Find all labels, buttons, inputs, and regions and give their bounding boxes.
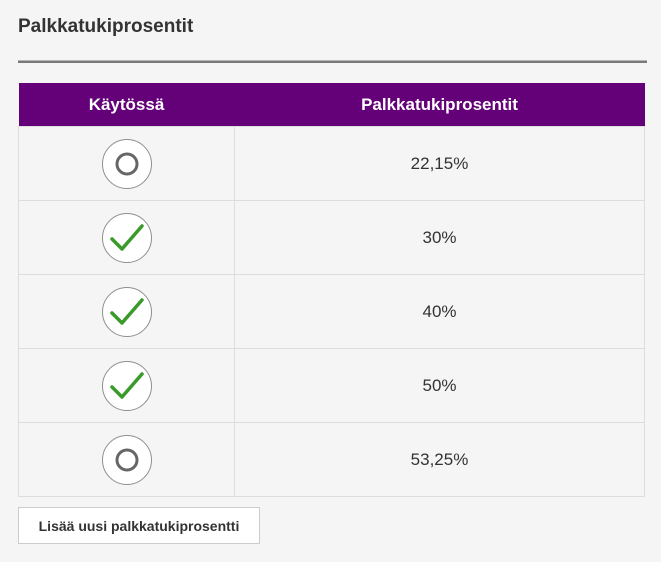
enabled-toggle[interactable]	[101, 286, 152, 337]
enabled-toggle[interactable]	[101, 434, 152, 485]
percentage-column-header: Palkkatukiprosentit	[234, 83, 645, 127]
checkmark-icon	[109, 223, 144, 251]
empty-circle-icon	[115, 152, 138, 175]
checkmark-icon	[109, 297, 144, 325]
enabled-cell	[18, 200, 235, 275]
page-title: Palkkatukiprosentit	[18, 16, 194, 37]
enabled-column-header: Käytössä	[18, 83, 235, 127]
table-row: 50%	[18, 348, 645, 423]
checkmark-icon	[109, 371, 144, 399]
percentage-cell: 53,25%	[234, 422, 645, 497]
table-row: 53,25%	[18, 422, 645, 497]
enabled-cell	[18, 126, 235, 201]
table-row: 40%	[18, 274, 645, 349]
table-header-row: Käytössä Palkkatukiprosentit	[18, 83, 645, 127]
table-row: 22,15%	[18, 126, 645, 201]
add-new-percentage-button[interactable]: Lisää uusi palkkatukiprosentti	[18, 507, 260, 544]
enabled-cell	[18, 274, 235, 349]
enabled-toggle[interactable]	[101, 212, 152, 263]
enabled-cell	[18, 348, 235, 423]
table-row: 30%	[18, 200, 645, 275]
title-divider	[18, 60, 647, 63]
enabled-toggle[interactable]	[101, 360, 152, 411]
percentage-cell: 40%	[234, 274, 645, 349]
percentage-cell: 50%	[234, 348, 645, 423]
enabled-cell	[18, 422, 235, 497]
enabled-toggle[interactable]	[101, 138, 152, 189]
empty-circle-icon	[115, 448, 138, 471]
percentage-cell: 22,15%	[234, 126, 645, 201]
percentage-cell: 30%	[234, 200, 645, 275]
wage-subsidy-table: Käytössä Palkkatukiprosentit 22,15% 30% …	[18, 83, 645, 497]
